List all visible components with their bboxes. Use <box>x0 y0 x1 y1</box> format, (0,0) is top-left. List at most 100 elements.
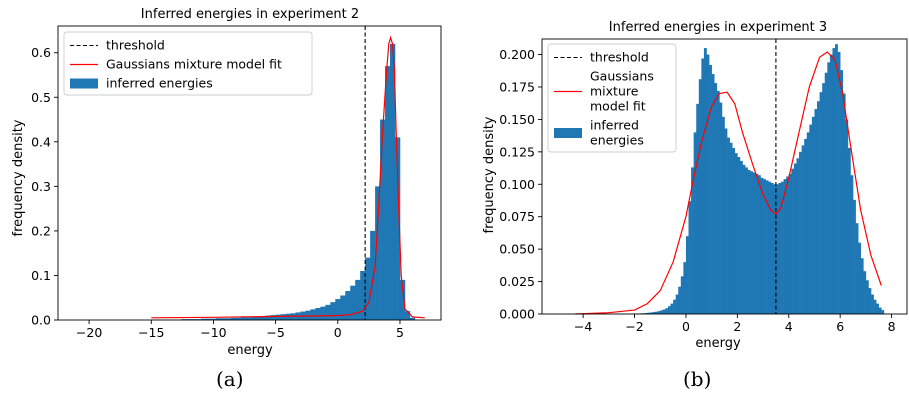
histogram-bar <box>305 310 311 320</box>
histogram-bar <box>878 307 882 314</box>
y-tick-label: 0.4 <box>31 134 51 149</box>
histogram-bar <box>220 318 227 320</box>
histogram-bar <box>788 173 792 314</box>
histogram-bar <box>355 279 361 320</box>
x-tick-label: −4 <box>574 319 592 334</box>
y-tick-label: 0.0 <box>31 313 51 328</box>
histogram-bar <box>871 294 874 314</box>
y-tick-label: 0.1 <box>31 268 51 283</box>
histogram-bar <box>796 158 800 314</box>
histogram-bar <box>675 294 679 314</box>
histogram-bar <box>385 66 391 320</box>
y-tick-label: 0.100 <box>499 177 535 192</box>
histogram-bar <box>755 173 759 314</box>
histogram-bar <box>757 175 761 314</box>
histogram-bar <box>732 147 736 314</box>
x-tick-label: −15 <box>138 325 164 340</box>
histogram-bar <box>260 315 266 320</box>
histogram-bar <box>793 163 797 314</box>
histogram-bar <box>775 184 779 314</box>
histogram-bar <box>375 186 381 320</box>
histogram-bar <box>255 316 261 320</box>
histogram-bar <box>703 48 707 314</box>
x-tick-label: 8 <box>888 319 896 334</box>
histogram-bar <box>250 316 257 320</box>
histogram-bar <box>881 310 885 314</box>
x-tick-label: −20 <box>76 325 102 340</box>
histogram-bar <box>809 124 813 314</box>
chart-panel-a: Inferred energies in experiment 2 −20 −15… <box>11 7 442 358</box>
histogram-bar <box>225 318 232 320</box>
legend-histogram-swatch <box>70 78 98 89</box>
histogram-bar <box>693 132 697 314</box>
plot-frame <box>57 25 442 321</box>
histogram-bar <box>814 109 818 314</box>
chart-title: Inferred energies in experiment 2 <box>141 7 359 22</box>
histogram-bar <box>360 271 366 320</box>
histogram-bar <box>858 242 862 314</box>
histogram-bar <box>837 51 841 314</box>
histogram-bar <box>845 119 849 314</box>
histogram-bar <box>320 306 326 320</box>
x-tick-label: 5 <box>396 325 404 340</box>
histogram-bar <box>335 299 341 320</box>
histogram-bar <box>711 74 715 314</box>
histogram-bar <box>275 314 281 320</box>
histogram-bar <box>370 230 376 320</box>
histogram-bar <box>829 54 833 314</box>
x-tick-label: 6 <box>836 319 844 334</box>
histogram-bar <box>739 160 743 314</box>
histogram-bar <box>806 132 810 314</box>
gmm-fit-line <box>575 51 882 315</box>
y-tick-label: 0.050 <box>499 242 535 257</box>
y-tick-label: 0.150 <box>499 112 535 127</box>
histogram-bar <box>280 314 286 320</box>
histogram-bar <box>652 312 656 314</box>
chart-panel-b: Inferred energies in experiment 3 −4 −2 0 2… <box>482 20 908 351</box>
legend-label: mixture <box>590 84 639 99</box>
histogram-bar <box>330 302 336 320</box>
histogram-bar <box>409 317 416 320</box>
histogram-bar <box>750 171 754 314</box>
histogram-bar <box>205 318 212 320</box>
y-tick-label: 0.200 <box>499 47 535 62</box>
histogram-bar <box>799 151 802 314</box>
histogram-bar <box>842 93 846 314</box>
plot-frame <box>541 38 908 315</box>
legend-label: inferred energies <box>106 76 213 91</box>
histogram-bar <box>647 312 651 314</box>
histogram-bar <box>716 90 720 314</box>
histogram-bar <box>719 102 723 315</box>
histogram-bar <box>847 147 851 314</box>
legend-label: threshold <box>106 38 165 53</box>
y-tick-label: 0.075 <box>499 209 535 224</box>
histogram-bar <box>365 257 371 320</box>
x-tick-label: 2 <box>733 319 741 334</box>
x-tick-label: 0 <box>682 319 690 334</box>
legend-label: energies <box>590 133 644 148</box>
histogram-bar <box>876 303 880 314</box>
histogram-bar <box>399 279 406 320</box>
x-tick-label: −5 <box>266 325 284 340</box>
histogram-bar <box>390 43 396 321</box>
legend-histogram-swatch <box>554 128 582 138</box>
histogram-bar <box>340 295 346 320</box>
histogram-bar <box>649 312 653 314</box>
histogram-bar <box>804 138 808 314</box>
histogram-bar <box>727 137 730 314</box>
histogram-bar <box>691 167 694 314</box>
y-tick-label: 0.125 <box>499 144 535 159</box>
histogram-bar <box>855 223 859 314</box>
histogram-bar <box>265 315 271 320</box>
histogram-bar <box>683 262 687 314</box>
histogram-bar <box>660 310 664 314</box>
histogram-bar <box>245 317 252 320</box>
histogram-bar <box>721 116 725 314</box>
histogram-bar <box>745 167 748 314</box>
histogram-bar <box>863 271 867 314</box>
chart-title: Inferred energies in experiment 3 <box>609 20 827 35</box>
legend-label: model fit <box>590 99 646 114</box>
y-tick-label: 0.6 <box>31 45 51 60</box>
y-axis-label: frequency density <box>482 116 497 233</box>
